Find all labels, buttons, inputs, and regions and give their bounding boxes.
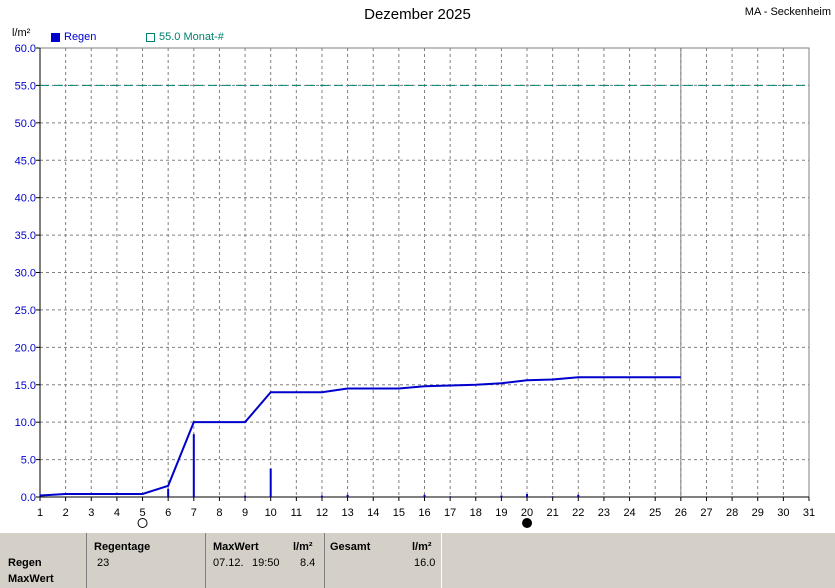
chart-axes [36,47,810,501]
legend-swatch-rain [51,32,60,42]
stats-row-label-maxwert: MaxWert [8,573,54,585]
y-tick-label: 0.0 [21,492,36,504]
regentage-header: Regentage [94,541,151,553]
x-tick-label: 26 [675,507,687,519]
rain-cumulative-line [39,376,681,497]
x-tick-label: 30 [777,507,789,519]
legend-label-rain: Regen [64,31,97,43]
legend-item-rain: Regen [51,31,96,43]
x-tick-label: 13 [341,507,353,519]
legend-item-month: 55.0 Monat-# [146,31,224,43]
moon-phase-markers [137,518,533,528]
stats-box-maxwert [205,533,325,588]
y-tick-label: 30.0 [15,268,36,280]
legend-swatch-month [146,32,155,42]
gesamt-unit: l/m² [412,541,432,553]
x-tick-label: 18 [470,507,482,519]
y-tick-label: 20.0 [15,342,36,354]
y-tick-label: 35.0 [15,230,36,242]
y-tick-label: 55.0 [15,80,36,92]
x-tick-label: 27 [700,507,712,519]
stats-box-regentage [86,533,206,588]
x-tick-label: 4 [114,507,120,519]
x-tick-label: 20 [521,507,533,519]
y-tick-label: 10.0 [15,417,36,429]
stats-box-gesamt [324,533,442,588]
maxwert-date: 07.12. [213,557,244,569]
chart-title: Dezember 2025 [364,6,471,23]
x-tick-label: 23 [598,507,610,519]
x-tick-label: 3 [88,507,94,519]
chart-tick-labels: 0.0 5.0 10.0 15.0 20.0 25.0 30.0 35.0 40.0 45.0 50… [15,43,816,519]
y-tick-label: 15.0 [15,380,36,392]
moon-full-icon [137,518,148,528]
y-tick-label: 45.0 [15,155,36,167]
gesamt-value: 16.0 [414,557,436,569]
x-tick-label: 31 [803,507,815,519]
x-tick-label: 17 [444,507,456,519]
station-name: MA - Seckenheim [744,6,831,18]
x-tick-label: 28 [726,507,738,519]
y-axis-unit: l/m² [12,27,31,39]
chart-grid [39,47,810,498]
x-tick-label: 16 [418,507,430,519]
rain-chart: 0.0 5.0 10.0 15.0 20.0 25.0 30.0 35.0 40.0 45.0 50… [15,43,816,528]
x-tick-label: 10 [265,507,277,519]
y-tick-label: 5.0 [21,455,36,467]
y-tick-label: 40.0 [15,193,36,205]
x-tick-label: 11 [291,507,302,519]
x-tick-label: 9 [242,507,248,519]
maxwert-value: 8.4 [300,557,316,569]
regentage-value: 23 [97,557,110,569]
moon-new-icon [522,518,533,528]
x-tick-label: 25 [649,507,661,519]
x-tick-label: 14 [367,507,379,519]
x-tick-label: 7 [191,507,197,519]
x-tick-label: 29 [752,507,764,519]
x-tick-label: 6 [165,507,171,519]
legend-label-month: 55.0 Monat-# [159,31,224,43]
maxwert-time: 19:50 [252,557,280,569]
y-tick-label: 60.0 [15,43,36,55]
x-tick-label: 21 [547,507,559,519]
maxwert-unit: l/m² [293,541,313,553]
x-tick-label: 15 [393,507,405,519]
x-tick-label: 19 [495,507,507,519]
x-tick-label: 2 [63,507,69,519]
chart-marks [39,48,809,497]
maxwert-header: MaxWert [213,541,259,553]
y-tick-label: 25.0 [15,305,36,317]
x-tick-label: 24 [623,507,635,519]
stats-row-label-regen: Regen [8,557,42,569]
x-tick-label: 12 [316,507,328,519]
y-tick-label: 50.0 [15,118,36,130]
x-tick-label: 22 [572,507,584,519]
gesamt-header: Gesamt [330,541,371,553]
x-tick-label: 1 [37,507,43,519]
x-tick-label: 8 [216,507,222,519]
x-tick-label: 5 [139,507,145,519]
